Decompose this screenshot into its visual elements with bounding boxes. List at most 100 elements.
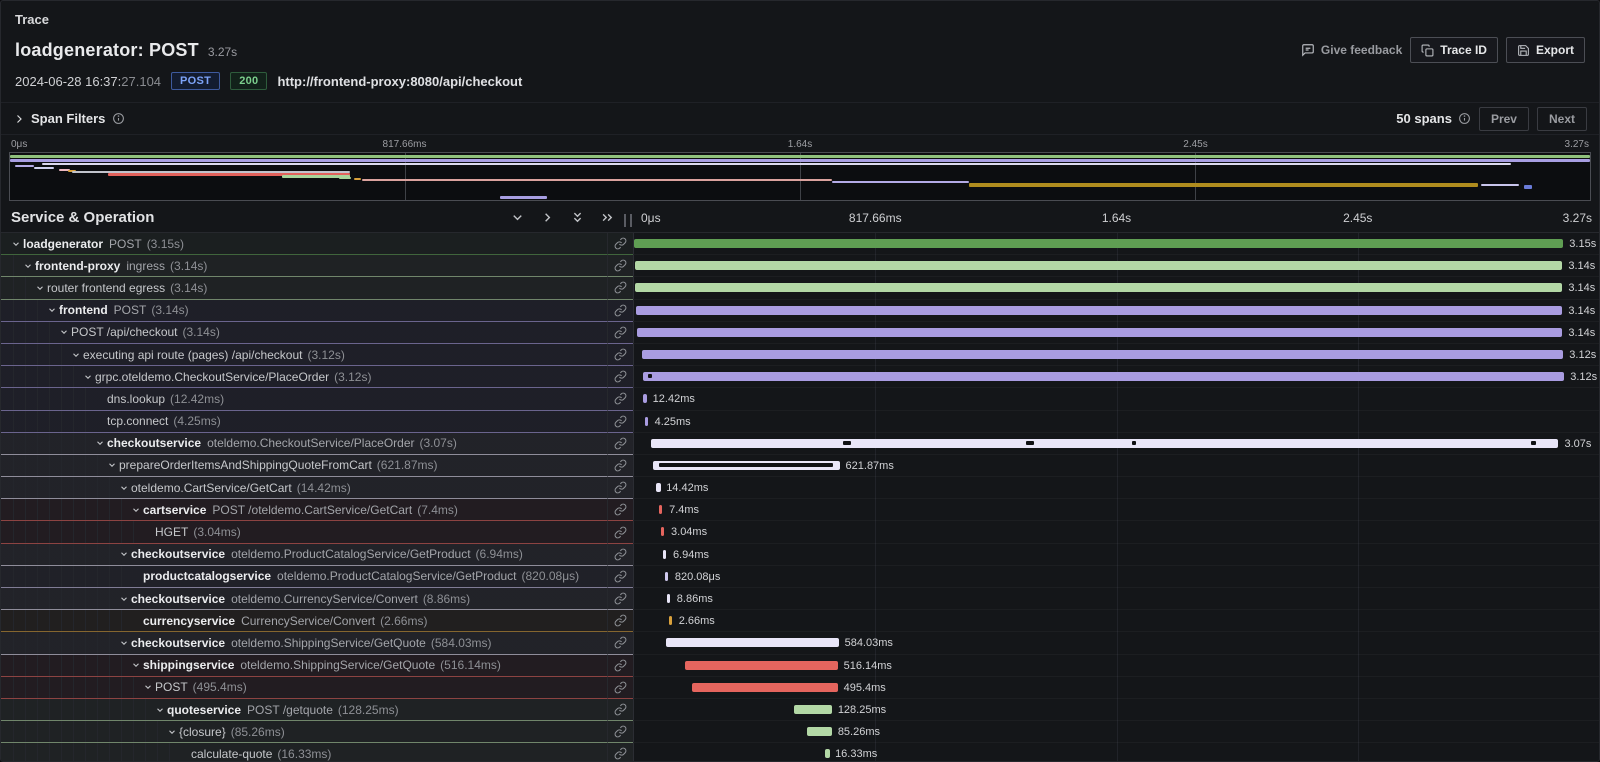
span-name-cell[interactable]: POST /api/checkout (3.14s) xyxy=(1,321,607,344)
span-link-button[interactable] xyxy=(607,676,633,699)
chevron-down-icon[interactable] xyxy=(117,594,131,604)
span-row[interactable]: checkoutservice oteldemo.CheckoutService… xyxy=(1,432,1599,455)
trace-id-button[interactable]: Trace ID xyxy=(1410,37,1498,63)
span-timeline[interactable]: 495.4ms xyxy=(633,676,1599,699)
span-row[interactable]: router frontend egress (3.14s) 3.14s xyxy=(1,277,1599,300)
span-row[interactable]: productcatalogservice oteldemo.ProductCa… xyxy=(1,565,1599,588)
expand-one-button[interactable] xyxy=(538,208,557,227)
span-filters-label[interactable]: Span Filters xyxy=(31,111,106,126)
span-row[interactable]: currencyservice CurrencyService/Convert … xyxy=(1,610,1599,633)
span-timeline[interactable]: 3.14s xyxy=(633,277,1599,300)
span-row[interactable]: HGET (3.04ms) 3.04ms xyxy=(1,521,1599,544)
chevron-down-icon[interactable] xyxy=(129,616,143,626)
chevron-down-icon[interactable] xyxy=(93,438,107,448)
span-timeline[interactable]: 8.86ms xyxy=(633,588,1599,611)
chevron-down-icon[interactable] xyxy=(57,327,71,337)
chevron-down-icon[interactable] xyxy=(93,394,107,404)
span-name-cell[interactable]: quoteservice POST /getquote (128.25ms) xyxy=(1,698,607,722)
span-row[interactable]: POST (495.4ms) 495.4ms xyxy=(1,676,1599,699)
span-link-button[interactable] xyxy=(607,410,633,433)
span-row[interactable]: cartservice POST /oteldemo.CartService/G… xyxy=(1,499,1599,522)
next-button[interactable]: Next xyxy=(1536,106,1587,131)
span-link-button[interactable] xyxy=(607,299,633,322)
span-link-button[interactable] xyxy=(607,743,633,761)
span-bar[interactable] xyxy=(651,438,1559,448)
span-bar[interactable] xyxy=(635,305,1563,315)
chevron-down-icon[interactable] xyxy=(69,350,83,360)
span-name-cell[interactable]: cartservice POST /oteldemo.CartService/G… xyxy=(1,499,607,522)
span-timeline[interactable]: 516.14ms xyxy=(633,654,1599,677)
span-link-button[interactable] xyxy=(607,588,633,611)
span-name-cell[interactable]: oteldemo.CartService/GetCart (14.42ms) xyxy=(1,477,607,500)
span-bar[interactable] xyxy=(664,571,668,581)
span-row[interactable]: dns.lookup (12.42ms) 12.42ms xyxy=(1,388,1599,411)
span-timeline[interactable]: 7.4ms xyxy=(633,499,1599,522)
span-timeline[interactable]: 621.87ms xyxy=(633,454,1599,478)
span-bar[interactable] xyxy=(665,638,839,648)
span-row[interactable]: quoteservice POST /getquote (128.25ms) 1… xyxy=(1,698,1599,722)
chevron-down-icon[interactable] xyxy=(21,261,35,271)
span-name-cell[interactable]: checkoutservice oteldemo.CheckoutService… xyxy=(1,432,607,455)
span-row[interactable]: checkoutservice oteldemo.CurrencyService… xyxy=(1,588,1599,611)
span-name-cell[interactable]: frontend POST (3.14s) xyxy=(1,299,607,322)
span-bar[interactable] xyxy=(662,549,666,559)
span-timeline[interactable]: 3.14s xyxy=(633,321,1599,344)
span-timeline[interactable]: 3.14s xyxy=(633,255,1599,278)
span-link-button[interactable] xyxy=(607,610,633,633)
span-row[interactable]: POST /api/checkout (3.14s) 3.14s xyxy=(1,321,1599,344)
span-link-button[interactable] xyxy=(607,565,633,588)
span-link-button[interactable] xyxy=(607,543,633,566)
span-link-button[interactable] xyxy=(607,277,633,300)
chevron-down-icon[interactable] xyxy=(33,283,47,293)
prev-button[interactable]: Prev xyxy=(1478,106,1529,131)
span-link-button[interactable] xyxy=(607,499,633,522)
span-timeline[interactable]: 128.25ms xyxy=(633,698,1599,722)
span-link-button[interactable] xyxy=(607,698,633,722)
minimap-canvas[interactable] xyxy=(9,152,1591,201)
chevron-down-icon[interactable] xyxy=(93,416,107,426)
span-name-cell[interactable]: calculate-quote (16.33ms) xyxy=(1,743,607,761)
trace-minimap[interactable]: 0μs 817.66ms 1.64s 2.45s 3.27s xyxy=(9,139,1591,201)
collapse-one-button[interactable] xyxy=(508,208,527,227)
span-bar[interactable] xyxy=(659,505,663,515)
span-name-cell[interactable]: currencyservice CurrencyService/Convert … xyxy=(1,610,607,633)
span-name-cell[interactable]: tcp.connect (4.25ms) xyxy=(1,410,607,433)
span-link-button[interactable] xyxy=(607,343,633,367)
chevron-down-icon[interactable] xyxy=(141,527,155,537)
span-link-button[interactable] xyxy=(607,233,633,256)
span-name-cell[interactable]: grpc.oteldemo.CheckoutService/PlaceOrder… xyxy=(1,366,607,389)
span-name-cell[interactable]: HGET (3.04ms) xyxy=(1,521,607,544)
span-timeline[interactable]: 4.25ms xyxy=(633,410,1599,433)
span-bar[interactable] xyxy=(642,372,1565,382)
span-name-cell[interactable]: router frontend egress (3.14s) xyxy=(1,277,607,300)
span-link-button[interactable] xyxy=(607,521,633,544)
span-timeline[interactable]: 6.94ms xyxy=(633,543,1599,566)
span-bar[interactable] xyxy=(794,704,832,714)
span-name-cell[interactable]: POST (495.4ms) xyxy=(1,676,607,699)
span-bar[interactable] xyxy=(656,483,661,493)
span-row[interactable]: {closure} (85.26ms) 85.26ms xyxy=(1,721,1599,744)
chevron-right-icon[interactable] xyxy=(13,113,25,125)
span-name-cell[interactable]: checkoutservice oteldemo.ShippingService… xyxy=(1,632,607,655)
chevron-down-icon[interactable] xyxy=(165,727,179,737)
span-name-cell[interactable]: checkoutservice oteldemo.CurrencyService… xyxy=(1,588,607,611)
span-bar[interactable] xyxy=(825,749,830,759)
span-bar[interactable] xyxy=(635,283,1563,293)
span-name-cell[interactable]: prepareOrderItemsAndShippingQuoteFromCar… xyxy=(1,454,607,478)
span-timeline[interactable]: 820.08μs xyxy=(633,565,1599,588)
span-link-button[interactable] xyxy=(607,366,633,389)
chevron-down-icon[interactable] xyxy=(129,505,143,515)
span-row[interactable]: calculate-quote (16.33ms) 16.33ms xyxy=(1,743,1599,761)
chevron-down-icon[interactable] xyxy=(81,372,95,382)
chevron-down-icon[interactable] xyxy=(117,549,131,559)
chevron-down-icon[interactable] xyxy=(117,638,131,648)
span-name-cell[interactable]: {closure} (85.26ms) xyxy=(1,721,607,744)
span-name-cell[interactable]: loadgenerator POST (3.15s) xyxy=(1,233,607,256)
span-timeline[interactable]: 3.04ms xyxy=(633,521,1599,544)
span-bar[interactable] xyxy=(685,660,838,670)
span-bar[interactable] xyxy=(661,527,665,537)
span-bar[interactable] xyxy=(634,261,1563,271)
span-name-cell[interactable]: executing api route (pages) /api/checkou… xyxy=(1,343,607,367)
span-timeline[interactable]: 16.33ms xyxy=(633,743,1599,761)
span-timeline[interactable]: 3.07s xyxy=(633,432,1599,455)
